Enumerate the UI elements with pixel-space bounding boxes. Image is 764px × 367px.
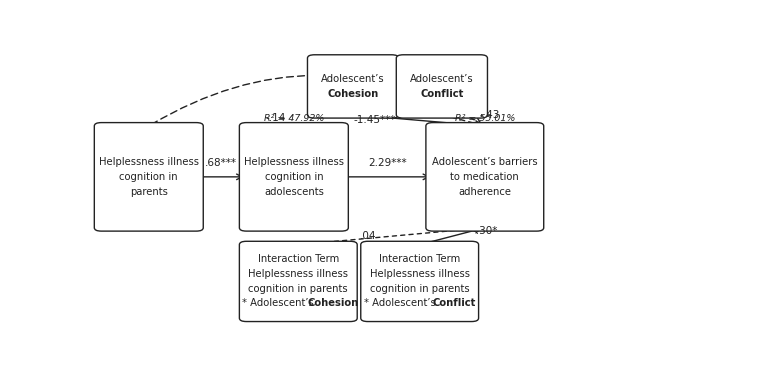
Text: Adolescent’s barriers: Adolescent’s barriers (432, 157, 538, 167)
Text: 2.29***: 2.29*** (367, 158, 406, 168)
Text: parents: parents (130, 186, 168, 197)
FancyBboxPatch shape (239, 123, 348, 231)
Text: Adolescent’s: Adolescent’s (321, 74, 385, 84)
FancyBboxPatch shape (361, 241, 478, 321)
FancyBboxPatch shape (239, 241, 358, 321)
Text: -.43: -.43 (480, 110, 500, 120)
Text: Adolescent’s: Adolescent’s (410, 74, 474, 84)
Text: adherence: adherence (458, 186, 511, 197)
Text: Conflict: Conflict (420, 89, 464, 99)
Text: .68***: .68*** (206, 158, 238, 168)
Text: Interaction Term: Interaction Term (257, 254, 339, 264)
Text: cognition in parents: cognition in parents (248, 284, 348, 294)
Text: * Adolescent’s: * Adolescent’s (242, 298, 317, 308)
Text: Interaction Term: Interaction Term (379, 254, 460, 264)
Text: Conflict: Conflict (433, 298, 476, 308)
Text: Helplessness illness: Helplessness illness (99, 157, 199, 167)
Text: Helplessness illness: Helplessness illness (370, 269, 470, 279)
FancyBboxPatch shape (426, 123, 544, 231)
Text: R² = 47.92%: R² = 47.92% (264, 114, 324, 123)
Text: Cohesion: Cohesion (328, 89, 379, 99)
FancyBboxPatch shape (307, 55, 399, 118)
Text: Helplessness illness: Helplessness illness (248, 269, 348, 279)
Text: cognition in: cognition in (119, 172, 178, 182)
Text: cognition in: cognition in (264, 172, 323, 182)
Text: * Adolescent’s: * Adolescent’s (364, 298, 439, 308)
Text: R² = 55.01%: R² = 55.01% (455, 114, 515, 123)
Text: to medication: to medication (451, 172, 520, 182)
Text: -.30*: -.30* (472, 226, 497, 236)
Text: -1.45***: -1.45*** (353, 115, 396, 126)
FancyBboxPatch shape (94, 123, 203, 231)
Text: .04: .04 (360, 231, 376, 241)
Text: cognition in parents: cognition in parents (370, 284, 470, 294)
Text: adolescents: adolescents (264, 186, 324, 197)
FancyBboxPatch shape (397, 55, 487, 118)
Text: Helplessness illness: Helplessness illness (244, 157, 344, 167)
Text: Cohesion: Cohesion (308, 298, 359, 308)
Text: -.14: -.14 (266, 113, 286, 123)
